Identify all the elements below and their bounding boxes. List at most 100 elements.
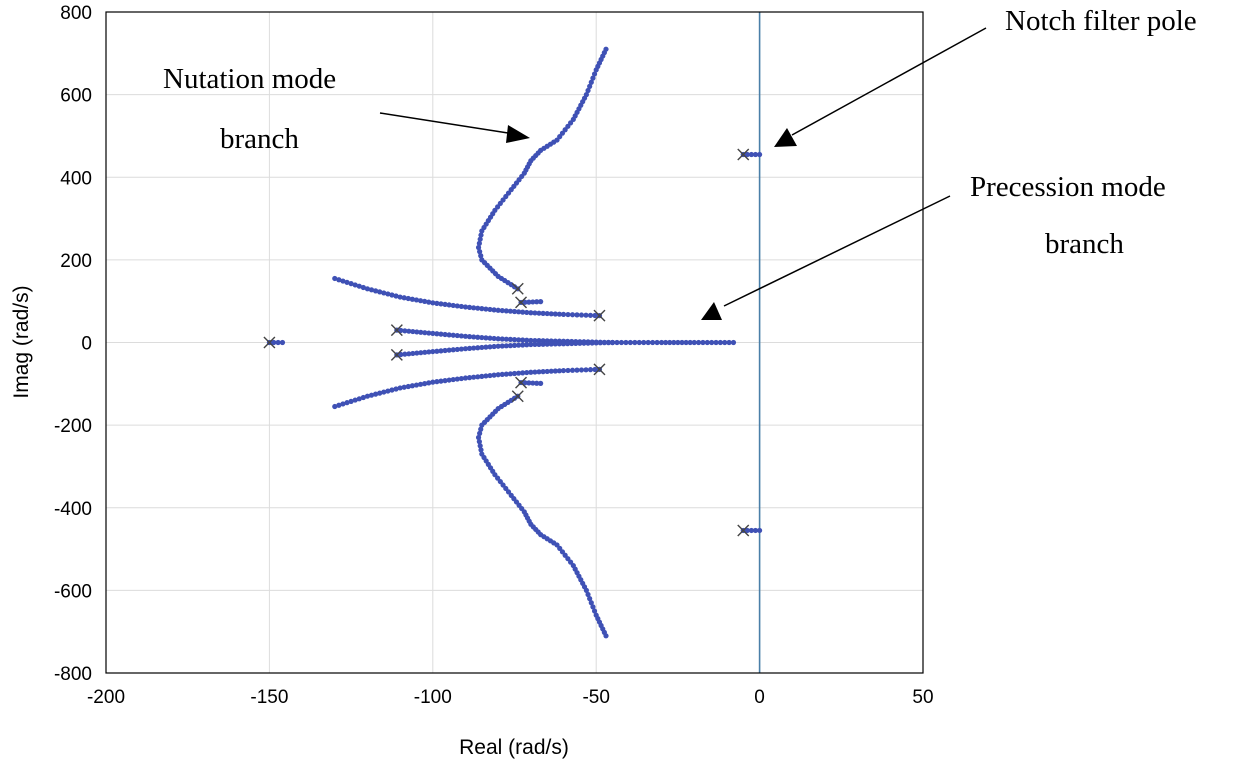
locus-point: [466, 334, 473, 340]
locus-point: [442, 331, 448, 338]
locus-point: [696, 339, 702, 346]
locus-point: [385, 291, 391, 297]
locus-branch: [394, 339, 616, 358]
x-tick-label: -200: [87, 687, 125, 708]
locus-point: [434, 348, 440, 354]
locus-point: [495, 372, 501, 378]
locus-point: [454, 303, 460, 309]
locus-point: [477, 430, 483, 436]
locus-point: [418, 329, 424, 335]
locus-point: [515, 309, 522, 315]
locus-point: [503, 371, 509, 377]
locus-branch: [609, 339, 737, 346]
locus-point: [442, 378, 448, 384]
locus-point: [667, 339, 673, 346]
locus-point: [536, 341, 542, 347]
locus-point: [522, 299, 528, 305]
locus-point: [344, 279, 350, 285]
locus-point: [397, 294, 403, 300]
locus-point: [478, 232, 484, 238]
locus-point: [422, 381, 428, 387]
y-tick-label: 0: [81, 334, 92, 355]
locus-point: [466, 345, 473, 351]
locus-point: [450, 347, 456, 353]
locus-point: [507, 308, 514, 314]
y-tick-label: 600: [60, 86, 92, 107]
locus-point: [556, 311, 563, 317]
locus-point: [402, 351, 408, 357]
locus-point: [507, 343, 514, 349]
locus-point: [645, 339, 651, 346]
locus-point: [520, 337, 526, 343]
locus-point: [483, 344, 489, 350]
locus-point: [487, 344, 493, 350]
locus-point: [748, 527, 755, 534]
locus-point: [526, 380, 532, 386]
locus-point: [587, 83, 593, 89]
locus-point: [593, 340, 599, 346]
locus-point: [524, 369, 530, 376]
locus-point: [590, 604, 596, 610]
locus-point: [409, 296, 415, 302]
locus-point: [592, 366, 598, 373]
locus-point: [405, 295, 411, 302]
locus-point: [356, 283, 362, 289]
annotation-precession-line2: branch: [1045, 228, 1124, 260]
locus-point: [450, 302, 456, 309]
locus-point: [511, 337, 518, 343]
locus-point: [275, 339, 281, 346]
locus-point: [663, 339, 669, 346]
locus-point: [478, 426, 484, 432]
locus-point: [536, 310, 542, 316]
locus-point: [389, 292, 395, 298]
pole-stroke: [737, 524, 750, 537]
pole-marker: [593, 309, 606, 322]
locus-point: [491, 335, 497, 342]
locus-point: [556, 341, 563, 347]
annotation-nutation-arrowhead: [506, 125, 530, 143]
locus-point: [409, 383, 415, 389]
y-tick-label: 800: [60, 3, 92, 24]
locus-point: [722, 339, 728, 346]
locus-point: [578, 367, 585, 373]
locus-point: [438, 378, 444, 384]
locus-point: [588, 79, 594, 85]
locus-point: [422, 349, 428, 355]
locus-point: [336, 402, 342, 408]
locus-point: [726, 339, 732, 346]
locus-point: [528, 310, 534, 316]
locus-point: [540, 310, 546, 316]
locus-point: [479, 422, 485, 428]
grid: [105, 11, 924, 674]
plot-data: [266, 12, 763, 673]
locus-point: [364, 286, 371, 292]
locus-point: [578, 312, 585, 318]
locus-point: [430, 300, 436, 306]
locus-point: [588, 600, 594, 606]
locus-point: [605, 340, 612, 346]
y-tick-label: -400: [54, 499, 92, 520]
locus-point: [597, 340, 603, 346]
annotation-nutation-line2: branch: [220, 123, 299, 155]
locus-point: [636, 339, 642, 346]
locus-point: [609, 339, 616, 346]
pole-marker: [593, 363, 606, 376]
locus-point: [410, 350, 416, 357]
locus-point: [511, 342, 518, 348]
locus-point: [574, 367, 580, 373]
locus-point: [544, 341, 550, 347]
annotation-precession-line1: Precession mode: [970, 171, 1166, 203]
locus-point: [377, 390, 383, 396]
locus-point: [585, 87, 591, 94]
locus-point: [476, 240, 482, 246]
locus-point: [744, 151, 750, 158]
locus-point: [398, 327, 404, 334]
locus-point: [373, 391, 379, 397]
locus-point: [462, 346, 469, 352]
annotation-notch-arrow-line: [791, 27, 987, 136]
locus-point: [583, 587, 590, 593]
locus-point: [368, 287, 375, 293]
locus-point: [483, 373, 489, 379]
locus-point: [479, 257, 485, 263]
